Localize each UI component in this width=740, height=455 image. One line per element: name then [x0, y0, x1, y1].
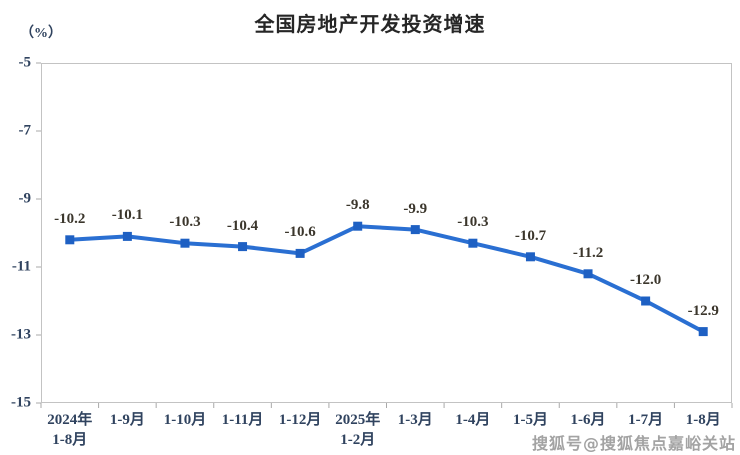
- data-point-marker: [238, 242, 248, 252]
- x-tick-label: 1-7月: [628, 412, 664, 428]
- x-tick-label: 1-8月: [685, 412, 721, 428]
- y-tick-label: -7: [18, 122, 32, 139]
- x-tick-label: 1-12月: [278, 412, 322, 428]
- x-tick-label: 2025年 1-2月: [335, 412, 381, 449]
- y-tick-label: -15: [11, 394, 31, 411]
- data-point-marker: [353, 221, 363, 231]
- x-tick-label: 2024年 1-8月: [47, 412, 93, 449]
- y-tick-label: -5: [18, 54, 32, 71]
- y-tick-label: -11: [11, 258, 31, 275]
- watermark: 搜狐号@搜狐焦点嘉峪关站: [531, 434, 736, 453]
- data-point-marker: [65, 235, 75, 245]
- x-tick-label: 1-10月: [163, 412, 207, 428]
- data-point-label: -10.6: [284, 224, 316, 241]
- data-point-marker: [525, 252, 535, 262]
- data-point-label: -10.2: [54, 210, 86, 227]
- x-tick-label: 1-6月: [570, 412, 606, 428]
- data-point-label: -10.1: [111, 207, 143, 224]
- data-point-label: -10.4: [226, 217, 259, 234]
- data-point-marker: [410, 225, 420, 235]
- data-point-label: -9.9: [403, 200, 428, 217]
- data-point-marker: [583, 269, 593, 279]
- x-tick-label: 1-9月: [109, 412, 145, 428]
- data-point-label: -11.2: [572, 244, 604, 261]
- plot-area: [41, 63, 732, 403]
- data-point-marker: [468, 238, 478, 248]
- data-point-label: -12.0: [630, 272, 662, 288]
- data-point-label: -12.9: [687, 302, 719, 319]
- data-point-marker: [698, 327, 708, 337]
- x-tick-label: 1-4月: [455, 412, 491, 428]
- data-point-marker: [641, 296, 651, 306]
- data-point-marker: [295, 248, 305, 258]
- y-axis-unit-label: （%）: [20, 26, 62, 41]
- y-tick-label: -13: [11, 326, 31, 343]
- x-tick-label: 1-3月: [397, 412, 433, 428]
- x-tick-label: 1-11月: [221, 412, 264, 428]
- data-point-label: -10.7: [514, 227, 547, 244]
- x-tick-label: 1-5月: [512, 412, 548, 428]
- chart-title: 全国房地产开发投资增速: [254, 12, 486, 36]
- data-point-marker: [180, 238, 190, 248]
- data-point-label: -9.8: [345, 197, 370, 214]
- investment-growth-series-line: [67, 224, 706, 334]
- data-point-label: -10.3: [457, 214, 489, 231]
- data-point-marker: [122, 231, 132, 241]
- data-point-label: -10.3: [169, 214, 201, 231]
- y-tick-label: -9: [18, 190, 32, 207]
